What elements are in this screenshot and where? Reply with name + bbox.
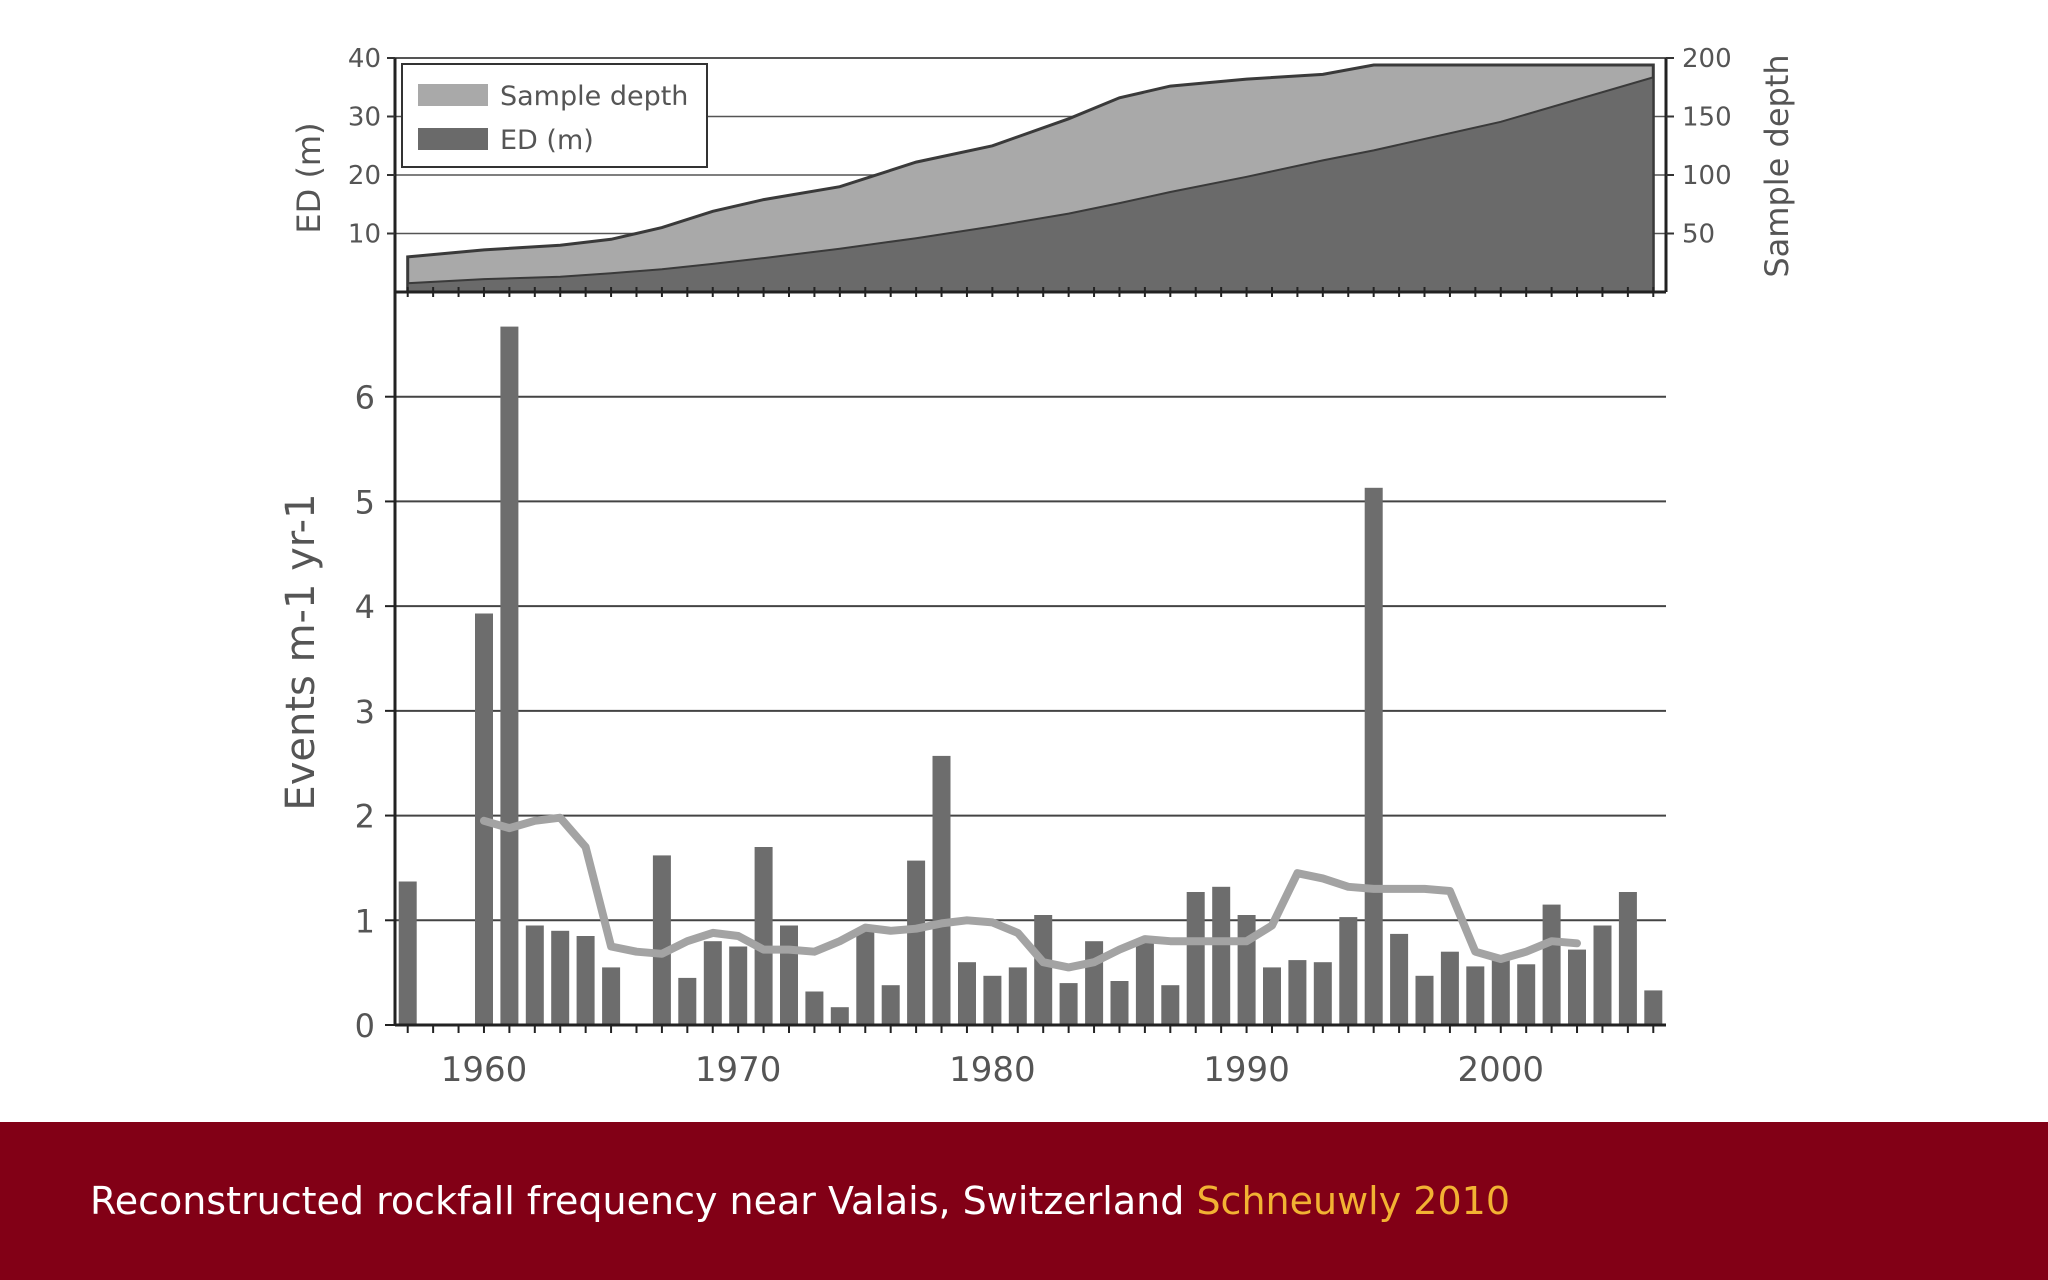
bar-1998	[1440, 951, 1459, 1025]
caption: Reconstructed rockfall frequency near Va…	[90, 1179, 1510, 1223]
bar-1968	[678, 977, 697, 1025]
rockfall-frequency-chart: 0 1 2 3 4 5 6 1960 1970 1980 1990 2000 Events m-1 y…	[278, 292, 1666, 1090]
legend: Sample depth ED (m)	[401, 63, 708, 168]
bar-1965	[602, 967, 621, 1025]
bar-1961	[500, 326, 519, 1026]
year-tick-label: 1990	[1203, 1050, 1290, 1090]
bar-2004	[1593, 925, 1612, 1025]
events-tick-label: 2	[355, 798, 375, 836]
bar-1975	[856, 928, 875, 1025]
bar-1977	[907, 860, 926, 1025]
sample-depth-tick-label: 150	[1682, 103, 1732, 133]
bar-1982	[1034, 915, 1053, 1025]
bar-1957	[398, 881, 417, 1025]
year-tick-label: 1970	[695, 1050, 782, 1090]
events-tick-label: 6	[355, 379, 375, 417]
bar-1976	[881, 985, 900, 1025]
bar-1986	[1135, 939, 1154, 1025]
sample-depth-tick-label: 200	[1682, 44, 1732, 74]
ed-axis-label: ED (m)	[290, 122, 328, 233]
bar-1969	[703, 941, 722, 1025]
smoothed-frequency-line	[480, 813, 1581, 972]
bar-1995	[1364, 487, 1383, 1025]
bar-1988	[1186, 892, 1205, 1025]
bar-1993	[1313, 962, 1332, 1025]
bar-1980	[983, 975, 1002, 1025]
bar-1990	[1237, 915, 1256, 1025]
bar-1991	[1263, 967, 1281, 1025]
caption-source: Schneuwly 2010	[1196, 1179, 1510, 1223]
events-tick-label: 4	[355, 588, 375, 626]
bar-2005	[1618, 892, 1637, 1025]
events-axis-label: Events m-1 yr-1	[278, 493, 324, 810]
bar-1984	[1085, 941, 1104, 1025]
ed-sample-depth-chart: 10 20 30 40 50 100 150 200 ED (m) Sample depth …	[290, 44, 1796, 297]
bar-2006	[1644, 990, 1663, 1025]
year-tick-label: 1980	[949, 1050, 1036, 1090]
bar-1997	[1415, 975, 1434, 1025]
bar-1987	[1161, 985, 1180, 1025]
ed-area	[406, 75, 1655, 293]
bar-1979	[958, 962, 976, 1025]
bar-2000	[1491, 960, 1510, 1025]
bar-1972	[780, 925, 798, 1025]
bar-1996	[1390, 933, 1409, 1025]
year-tick-label: 2000	[1458, 1050, 1545, 1090]
bar-1971	[754, 847, 773, 1025]
sample-depth-tick-label: 100	[1682, 161, 1732, 191]
sample-depth-axis-label: Sample depth	[1758, 54, 1796, 277]
bar-1992	[1288, 960, 1307, 1025]
bar-1970	[729, 946, 748, 1025]
caption-text: Reconstructed rockfall frequency near Va…	[90, 1179, 1185, 1223]
bar-1989	[1212, 886, 1231, 1025]
legend-swatch-ed	[418, 128, 488, 150]
ed-tick-label: 40	[348, 44, 381, 74]
bar-1994	[1339, 917, 1358, 1025]
events-tick-label: 0	[355, 1007, 375, 1045]
events-tick-label: 3	[355, 693, 375, 731]
sample-depth-tick-label: 50	[1682, 220, 1715, 250]
legend-swatch-sample-depth	[418, 84, 488, 106]
bar-1967	[652, 855, 671, 1025]
bar-1963	[551, 930, 570, 1025]
caption-banner: Reconstructed rockfall frequency near Va…	[0, 1122, 2048, 1280]
bar-1974	[830, 1007, 849, 1025]
bar-1978	[932, 755, 951, 1025]
events-tick-label: 5	[355, 483, 375, 521]
bar-1983	[1059, 983, 1078, 1025]
bar-1985	[1110, 981, 1129, 1025]
bar-2001	[1517, 964, 1536, 1025]
bar-1973	[805, 991, 824, 1025]
bar-1964	[576, 936, 595, 1025]
ed-tick-label: 10	[348, 220, 381, 250]
bar-2003	[1568, 949, 1586, 1025]
ed-tick-label: 20	[348, 161, 381, 191]
year-tick-label: 1960	[441, 1050, 528, 1090]
events-tick-label: 1	[355, 902, 375, 940]
ed-tick-label: 30	[348, 103, 381, 133]
bar-1962	[525, 925, 544, 1025]
bar-1999	[1466, 966, 1485, 1025]
bar-2002	[1542, 904, 1561, 1025]
legend-label-ed: ED (m)	[500, 125, 594, 156]
legend-label-sample-depth: Sample depth	[500, 81, 688, 112]
bar-1981	[1008, 967, 1027, 1025]
